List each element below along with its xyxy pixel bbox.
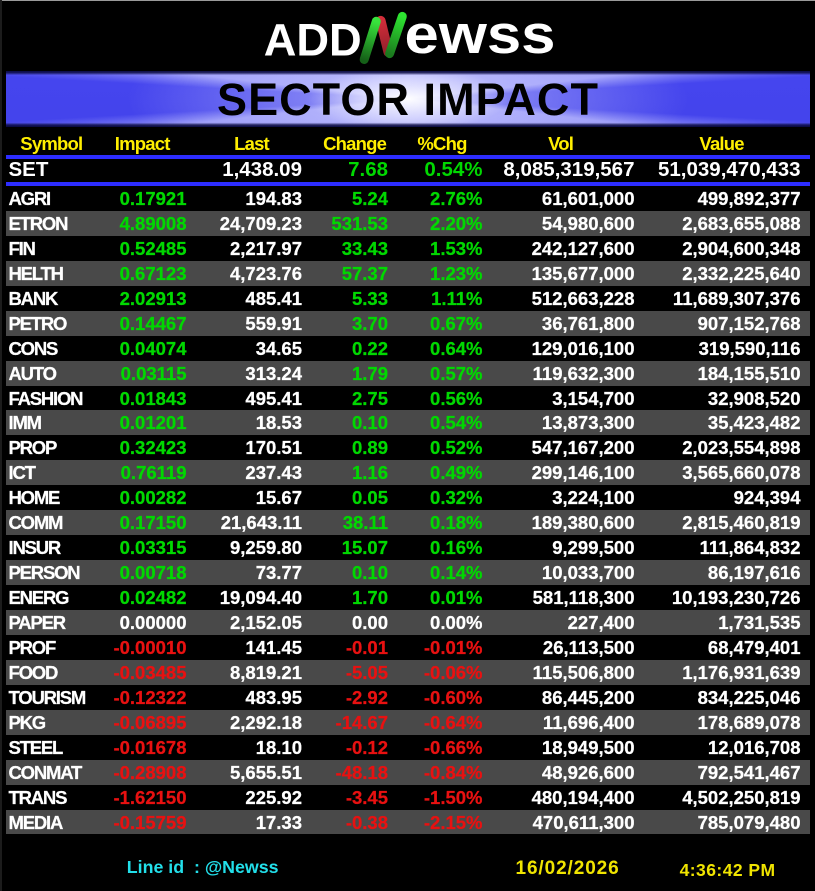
svg-text:ewss: ewss <box>405 3 556 65</box>
svg-text:ADD: ADD <box>264 15 362 66</box>
